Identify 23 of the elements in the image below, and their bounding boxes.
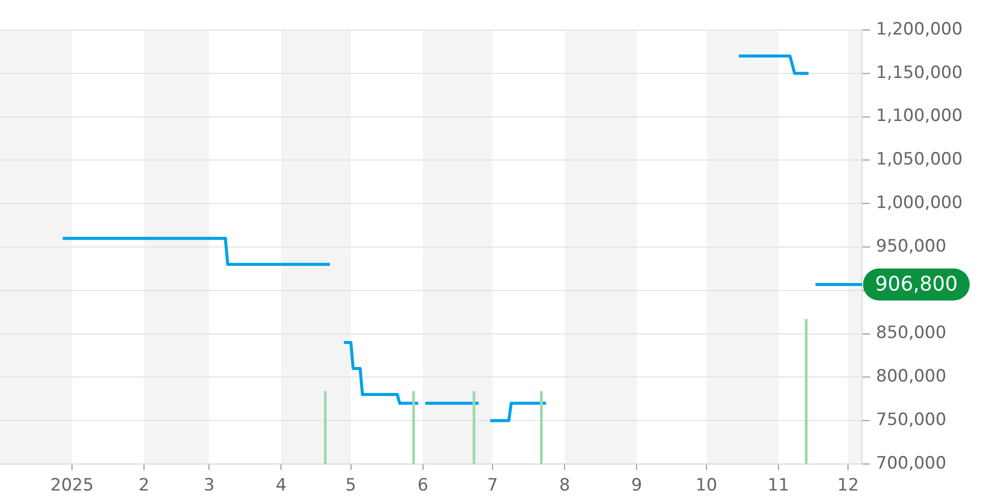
x-tick-label: 6 [417,476,428,496]
y-tick-label: 1,000,000 [876,193,963,214]
y-tick-label: 850,000 [876,323,946,344]
x-tick-label: 2 [138,476,150,496]
y-tick-label: 700,000 [876,453,946,474]
x-tick-label: 11 [768,476,790,496]
y-tick-label: 800,000 [876,366,946,387]
y-tick-label: 1,050,000 [876,150,963,170]
y-tick-label: 750,000 [876,410,946,430]
x-tick-label: 2025 [50,476,94,496]
x-tick-label: 4 [276,476,287,496]
x-tick-label: 7 [487,476,498,496]
x-tick-label: 5 [345,476,356,496]
y-tick-label: 950,000 [876,236,946,256]
x-tick-label: 12 [837,476,859,496]
y-tick-label: 1,200,000 [876,19,963,40]
x-tick-label: 3 [204,476,215,496]
x-tick-label: 10 [696,476,718,496]
annotation: 906,800 [874,272,958,296]
y-tick-label: 1,150,000 [876,62,963,83]
x-tick-label: 8 [559,476,570,496]
x-tick-label: 9 [631,476,642,496]
y-tick-label: 1,100,000 [876,106,963,126]
